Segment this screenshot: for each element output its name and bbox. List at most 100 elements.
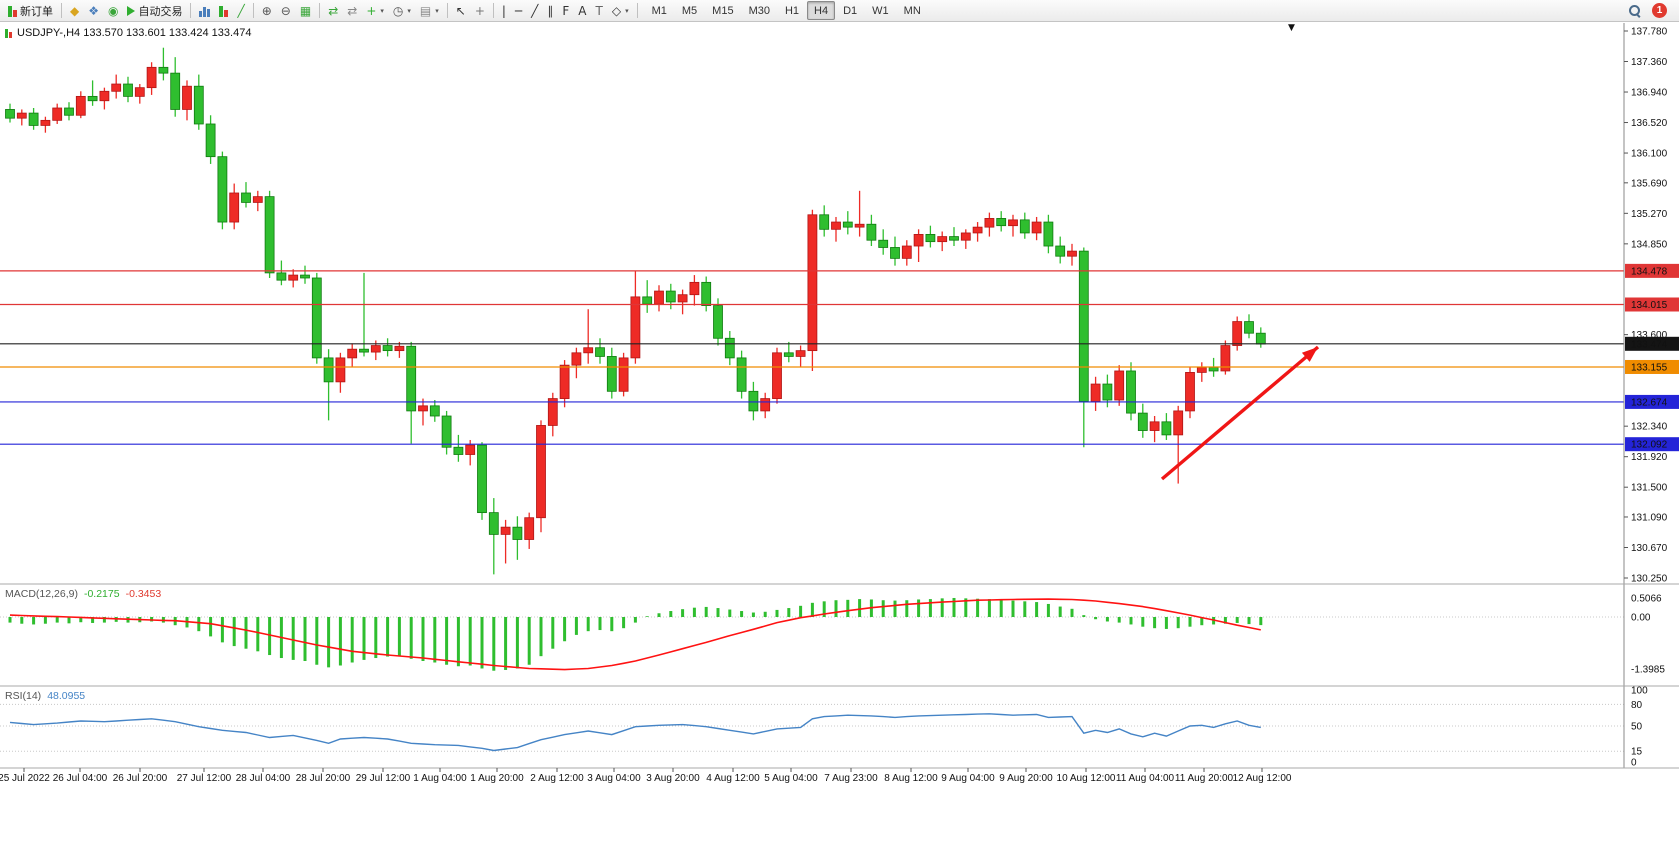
time-label: 11 Aug 04:00 bbox=[1116, 773, 1175, 784]
notifications-badge[interactable]: 1 bbox=[1652, 3, 1667, 18]
price-tick-label: 135.690 bbox=[1631, 178, 1668, 189]
chart-shift-icon: ⇄ bbox=[347, 3, 358, 18]
price-scale[interactable]: 137.780 137.360 136.940 136.520 136.100 135.6… bbox=[1623, 23, 1679, 769]
candle-body bbox=[193, 85, 204, 125]
chart-dropdown-arrow[interactable]: ▼ bbox=[1288, 23, 1295, 33]
timeframe-m1[interactable]: M1 bbox=[645, 1, 674, 20]
candle-body bbox=[524, 517, 535, 540]
trendline-button[interactable]: ╱ bbox=[527, 1, 542, 20]
timeframe-w1[interactable]: W1 bbox=[865, 1, 896, 20]
timeframe-h4[interactable]: H4 bbox=[807, 1, 836, 20]
indicators-button[interactable]: + ▾ bbox=[362, 1, 388, 20]
candle-body bbox=[1255, 332, 1266, 345]
candlestick-chart-button[interactable] bbox=[215, 1, 232, 20]
candle-body bbox=[288, 274, 299, 281]
candle-body bbox=[536, 425, 546, 519]
candle-body bbox=[1114, 370, 1125, 401]
play-icon bbox=[127, 5, 136, 16]
candle-body bbox=[28, 112, 39, 126]
text-button[interactable]: A bbox=[574, 1, 590, 20]
timeframe-m5[interactable]: M5 bbox=[675, 1, 704, 20]
auto-scroll-icon: ⇄ bbox=[328, 3, 339, 18]
community-button[interactable]: ◉ bbox=[104, 1, 122, 20]
auto-scroll-button[interactable]: ⇄ bbox=[324, 1, 342, 20]
candle-body bbox=[170, 72, 181, 110]
channel-button[interactable]: ∥ bbox=[543, 1, 557, 20]
candle-body bbox=[783, 352, 794, 357]
candle-body bbox=[890, 247, 900, 259]
templates-button[interactable]: ▤ ▾ bbox=[416, 1, 443, 20]
candle-body bbox=[937, 236, 948, 243]
zoom-in-button[interactable]: ⊕ bbox=[258, 1, 276, 20]
time-axis[interactable]: 25 Jul 2022 26 Jul 04:00 26 Jul 20:00 27 Ju… bbox=[0, 767, 1679, 784]
timeframe-mn[interactable]: MN bbox=[897, 1, 928, 20]
candle-body bbox=[618, 357, 629, 392]
candle-body bbox=[595, 347, 605, 357]
vertical-line-button[interactable]: | bbox=[498, 1, 510, 20]
candle-body bbox=[347, 348, 358, 359]
candle-body bbox=[1220, 345, 1231, 372]
trend-arrow-line[interactable] bbox=[1160, 345, 1320, 481]
line-chart-button[interactable]: ╱ bbox=[233, 1, 248, 20]
cursor-button[interactable]: ↖ bbox=[452, 1, 470, 20]
periods-button[interactable]: ◷ ▾ bbox=[389, 1, 415, 20]
timeframe-h1[interactable]: H1 bbox=[778, 1, 806, 20]
trendline-icon: ╱ bbox=[531, 3, 539, 18]
rsi-panel[interactable] bbox=[0, 703, 1624, 752]
candle-body bbox=[441, 415, 452, 448]
main-chart-panel[interactable] bbox=[0, 47, 1624, 575]
candle-body bbox=[111, 83, 122, 92]
templates-icon: ▤ bbox=[419, 3, 432, 18]
chevron-down-icon: ▾ bbox=[435, 6, 439, 15]
indicators-icon: + bbox=[366, 3, 377, 18]
candle-body bbox=[134, 87, 145, 97]
shapes-button[interactable]: ◇ ▾ bbox=[608, 1, 633, 20]
timeframe-m30[interactable]: M30 bbox=[742, 1, 777, 20]
bar-chart-button[interactable] bbox=[195, 1, 214, 20]
candle-body bbox=[252, 196, 263, 203]
shapes-icon: ◇ bbox=[611, 3, 622, 18]
candle-body bbox=[5, 109, 15, 119]
candle-body bbox=[52, 107, 63, 121]
new-order-button[interactable]: 新订单 bbox=[4, 1, 57, 20]
time-label: 3 Aug 20:00 bbox=[646, 773, 700, 784]
search-icon bbox=[1628, 4, 1641, 17]
profile-button[interactable]: ❖ bbox=[84, 1, 103, 20]
candle-body bbox=[854, 223, 865, 228]
tile-windows-button[interactable]: ▦ bbox=[296, 1, 315, 20]
quotes-button[interactable]: ◆ bbox=[66, 1, 83, 20]
candle-body bbox=[1149, 421, 1160, 431]
candle-body bbox=[123, 83, 133, 97]
candle-body bbox=[1055, 245, 1066, 257]
toolbar-separator bbox=[61, 3, 62, 18]
price-tick-label: 136.100 bbox=[1631, 149, 1668, 160]
crosshair-button[interactable]: + bbox=[471, 1, 489, 20]
toolbar-separator bbox=[319, 3, 321, 18]
toolbar-separator bbox=[636, 3, 638, 18]
fibonacci-button[interactable]: F bbox=[558, 1, 573, 20]
horizontal-line-button[interactable]: ─ bbox=[511, 1, 526, 20]
time-label: 4 Aug 12:00 bbox=[706, 773, 760, 784]
zoom-out-button[interactable]: ⊖ bbox=[277, 1, 295, 20]
profile-icon: ❖ bbox=[88, 3, 99, 18]
chart-shift-button[interactable]: ⇄ bbox=[343, 1, 361, 20]
label-button[interactable]: T bbox=[592, 1, 607, 20]
candlestick-icon bbox=[8, 5, 17, 17]
timeframe-switcher: M1 M5 M15 M30 H1 H4 D1 W1 MN bbox=[645, 1, 928, 20]
price-tick-label: 137.360 bbox=[1631, 57, 1668, 68]
candle-body bbox=[760, 398, 771, 412]
candle-body bbox=[1185, 372, 1195, 412]
timeframe-d1[interactable]: D1 bbox=[836, 1, 864, 20]
timeframe-m15[interactable]: M15 bbox=[705, 1, 740, 20]
time-label: 1 Aug 20:00 bbox=[470, 773, 524, 784]
macd-panel[interactable] bbox=[0, 597, 1624, 671]
auto-trading-button[interactable]: 自动交易 bbox=[123, 1, 186, 20]
quotes-icon: ◆ bbox=[70, 3, 80, 18]
chart-title-text: USDJPY-,H4 133.570 133.601 133.424 133.4… bbox=[17, 27, 252, 39]
candle-body bbox=[996, 218, 1007, 227]
search-button[interactable] bbox=[1624, 1, 1645, 20]
time-label: 26 Jul 04:00 bbox=[53, 773, 108, 784]
candle-body bbox=[418, 405, 428, 412]
candle-body bbox=[1067, 250, 1077, 257]
